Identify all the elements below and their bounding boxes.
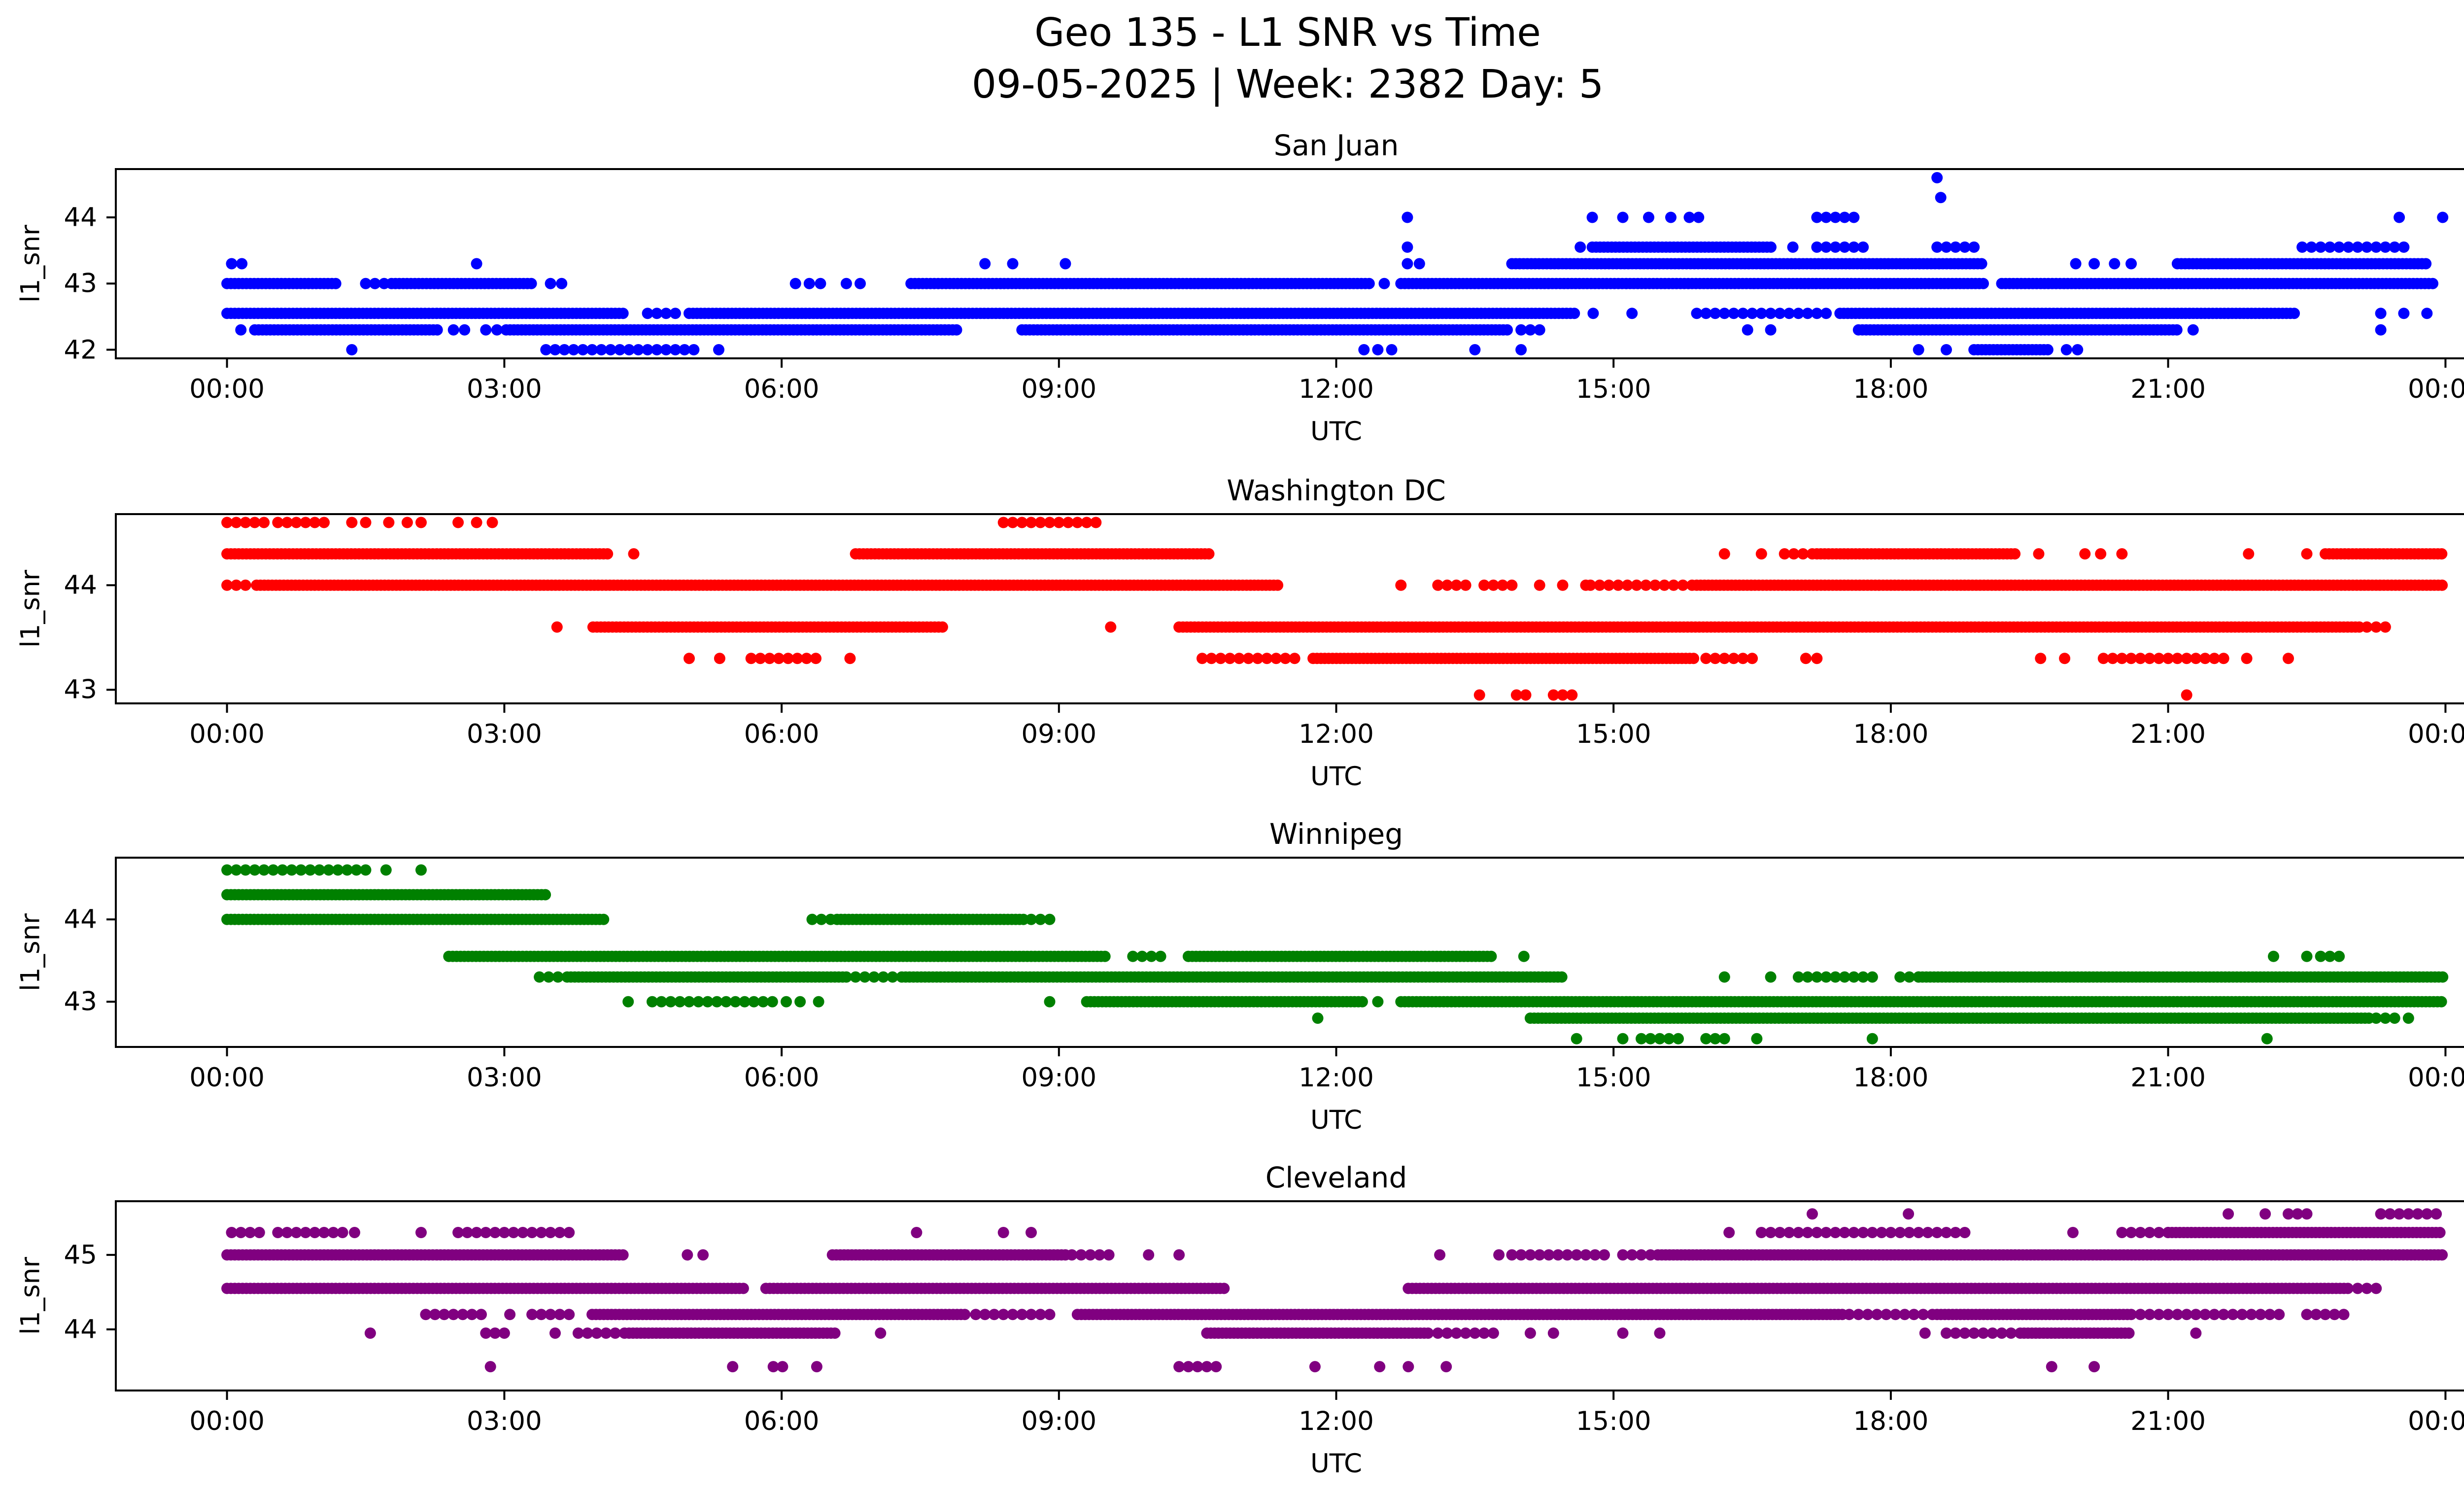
x-tick-label: 18:00 (1853, 1406, 1929, 1436)
x-tick-label: 18:00 (1853, 374, 1929, 404)
y-tick-label: 43 (64, 268, 97, 299)
x-tick-label: 09:00 (1021, 1406, 1097, 1436)
x-tick-label: 21:00 (2130, 1406, 2206, 1436)
x-tick-label: 21:00 (2130, 719, 2206, 749)
x-tick-label: 21:00 (2130, 1063, 2206, 1093)
subplot-title-cleveland: Cleveland (1265, 1161, 1407, 1194)
x-tick-label: 00:00 (189, 374, 265, 404)
figure-title-line2: 09-05-2025 | Week: 2382 Day: 5 (971, 62, 1604, 107)
y-tick-label: 44 (64, 202, 97, 233)
axes-spines-1 (115, 513, 2464, 704)
x-tick-label: 00:00 (189, 1063, 265, 1093)
axes-ticks-3 (106, 1253, 2447, 1400)
y-tick-label: 42 (64, 335, 97, 365)
x-tick-label: 06:00 (744, 1406, 820, 1436)
x-tick-label: 06:00 (744, 1063, 820, 1093)
x-axis-label-2: UTC (1310, 1105, 1363, 1135)
x-tick-label: 09:00 (1021, 719, 1097, 749)
x-tick-label: 00:00 (189, 1406, 265, 1436)
figure-title: Geo 135 - L1 SNR vs Time 09-05-2025 | We… (0, 7, 2464, 110)
y-tick-label: 44 (64, 570, 97, 600)
x-axis-label-0: UTC (1310, 417, 1363, 447)
x-tick-label: 03:00 (466, 719, 542, 749)
scatter-series-san-juan (221, 172, 2449, 355)
x-tick-label: 12:00 (1299, 1406, 1374, 1436)
x-tick-label: 00:00 (2407, 374, 2464, 404)
subplot-title-san-juan: San Juan (1273, 129, 1399, 162)
x-tick-label: 00:00 (2407, 1406, 2464, 1436)
axes-ticks-0 (106, 216, 2447, 368)
x-tick-label: 09:00 (1021, 374, 1097, 404)
figure-title-line1: Geo 135 - L1 SNR vs Time (1034, 10, 1541, 55)
x-tick-label: 06:00 (744, 719, 820, 749)
plot-area-2 (106, 857, 2464, 1056)
x-tick-label: 09:00 (1021, 1063, 1097, 1093)
y-tick-label: 43 (64, 674, 97, 705)
x-tick-label: 12:00 (1299, 1063, 1374, 1093)
x-tick-label: 18:00 (1853, 1063, 1929, 1093)
x-tick-label: 15:00 (1575, 374, 1651, 404)
y-tick-label: 45 (64, 1240, 97, 1270)
x-axis-label-3: UTC (1310, 1449, 1363, 1479)
scatter-series-cleveland (221, 1208, 2448, 1373)
y-tick-label: 44 (64, 904, 97, 935)
axes-ticks-1 (106, 584, 2447, 713)
x-tick-label: 06:00 (744, 374, 820, 404)
x-tick-label: 15:00 (1575, 1406, 1651, 1436)
axes-ticks-2 (106, 918, 2447, 1056)
x-tick-label: 21:00 (2130, 374, 2206, 404)
x-axis-label-1: UTC (1310, 762, 1363, 792)
x-tick-label: 00:00 (2407, 719, 2464, 749)
x-tick-label: 15:00 (1575, 1063, 1651, 1093)
plot-area-1 (106, 513, 2464, 713)
x-tick-label: 03:00 (466, 374, 542, 404)
y-tick-label: 44 (64, 1314, 97, 1345)
x-tick-label: 15:00 (1575, 719, 1651, 749)
subplot-title-winnipeg: Winnipeg (1269, 817, 1403, 851)
x-tick-label: 00:00 (189, 719, 265, 749)
x-tick-label: 03:00 (466, 1406, 542, 1436)
x-tick-label: 12:00 (1299, 374, 1374, 404)
plot-area-3 (106, 1200, 2464, 1400)
plot-area-0 (106, 168, 2464, 368)
subplot-title-washington-dc: Washington DC (1227, 474, 1446, 507)
y-tick-label: 43 (64, 986, 97, 1017)
x-tick-label: 00:00 (2407, 1063, 2464, 1093)
scatter-series-winnipeg (221, 864, 2449, 1044)
x-tick-label: 03:00 (466, 1063, 542, 1093)
x-tick-label: 18:00 (1853, 719, 1929, 749)
x-tick-label: 12:00 (1299, 719, 1374, 749)
scatter-series-washington-dc (221, 517, 2448, 701)
